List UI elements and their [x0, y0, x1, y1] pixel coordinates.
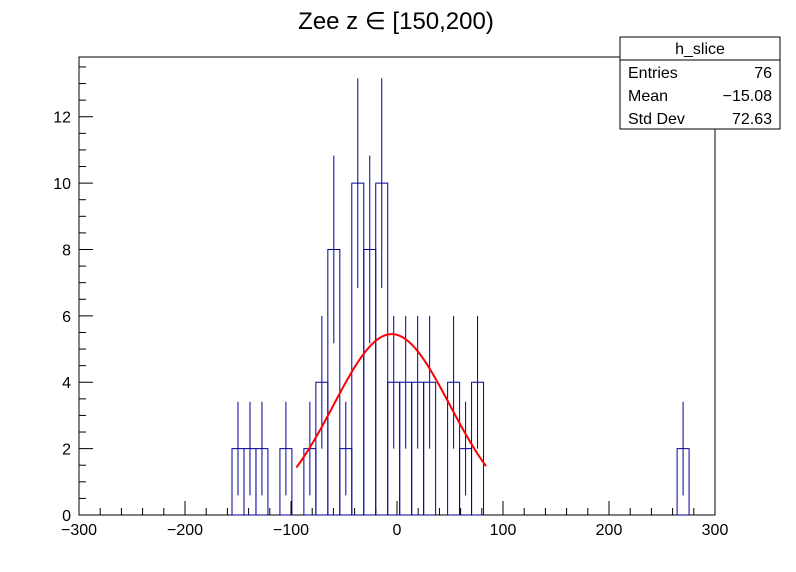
x-tick-label: −200 [167, 522, 203, 539]
gaussian-fit [295, 333, 487, 469]
x-axis: −300 −200 −100 0 100 200 300 [61, 501, 728, 539]
y-tick-label: 12 [53, 110, 71, 127]
y-tick-label: 4 [62, 375, 71, 392]
x-tick-label: 200 [596, 522, 623, 539]
stats-entries-value: 76 [754, 65, 772, 82]
x-tick-label: 300 [702, 522, 729, 539]
stats-box-title: h_slice [675, 41, 725, 58]
y-tick-label: 10 [53, 176, 71, 193]
y-tick-label: 6 [62, 309, 71, 326]
histogram-series [231, 182, 690, 516]
y-tick-label: 0 [62, 508, 71, 525]
y-tick-label: 8 [62, 242, 71, 259]
x-tick-label: 0 [393, 522, 402, 539]
stats-entries-label: Entries [628, 65, 678, 82]
y-tick-label: 2 [62, 442, 71, 459]
y-axis: 0 2 4 6 8 10 12 [53, 66, 93, 525]
fit-curve [295, 333, 487, 469]
x-tick-label: −300 [61, 522, 97, 539]
chart-title: Zee z ∈ [150,200) [298, 8, 494, 35]
stats-mean-label: Mean [628, 88, 668, 105]
stats-box: h_slice Entries 76 Mean −15.08 Std Dev 7… [619, 36, 781, 130]
stats-stddev-label: Std Dev [628, 111, 685, 128]
stats-stddev-value: 72.63 [732, 111, 772, 128]
stats-mean-value: −15.08 [723, 88, 772, 105]
x-tick-label: −100 [273, 522, 309, 539]
error-bars [237, 78, 684, 496]
x-tick-label: 100 [490, 522, 517, 539]
stats-box-frame [619, 36, 781, 130]
